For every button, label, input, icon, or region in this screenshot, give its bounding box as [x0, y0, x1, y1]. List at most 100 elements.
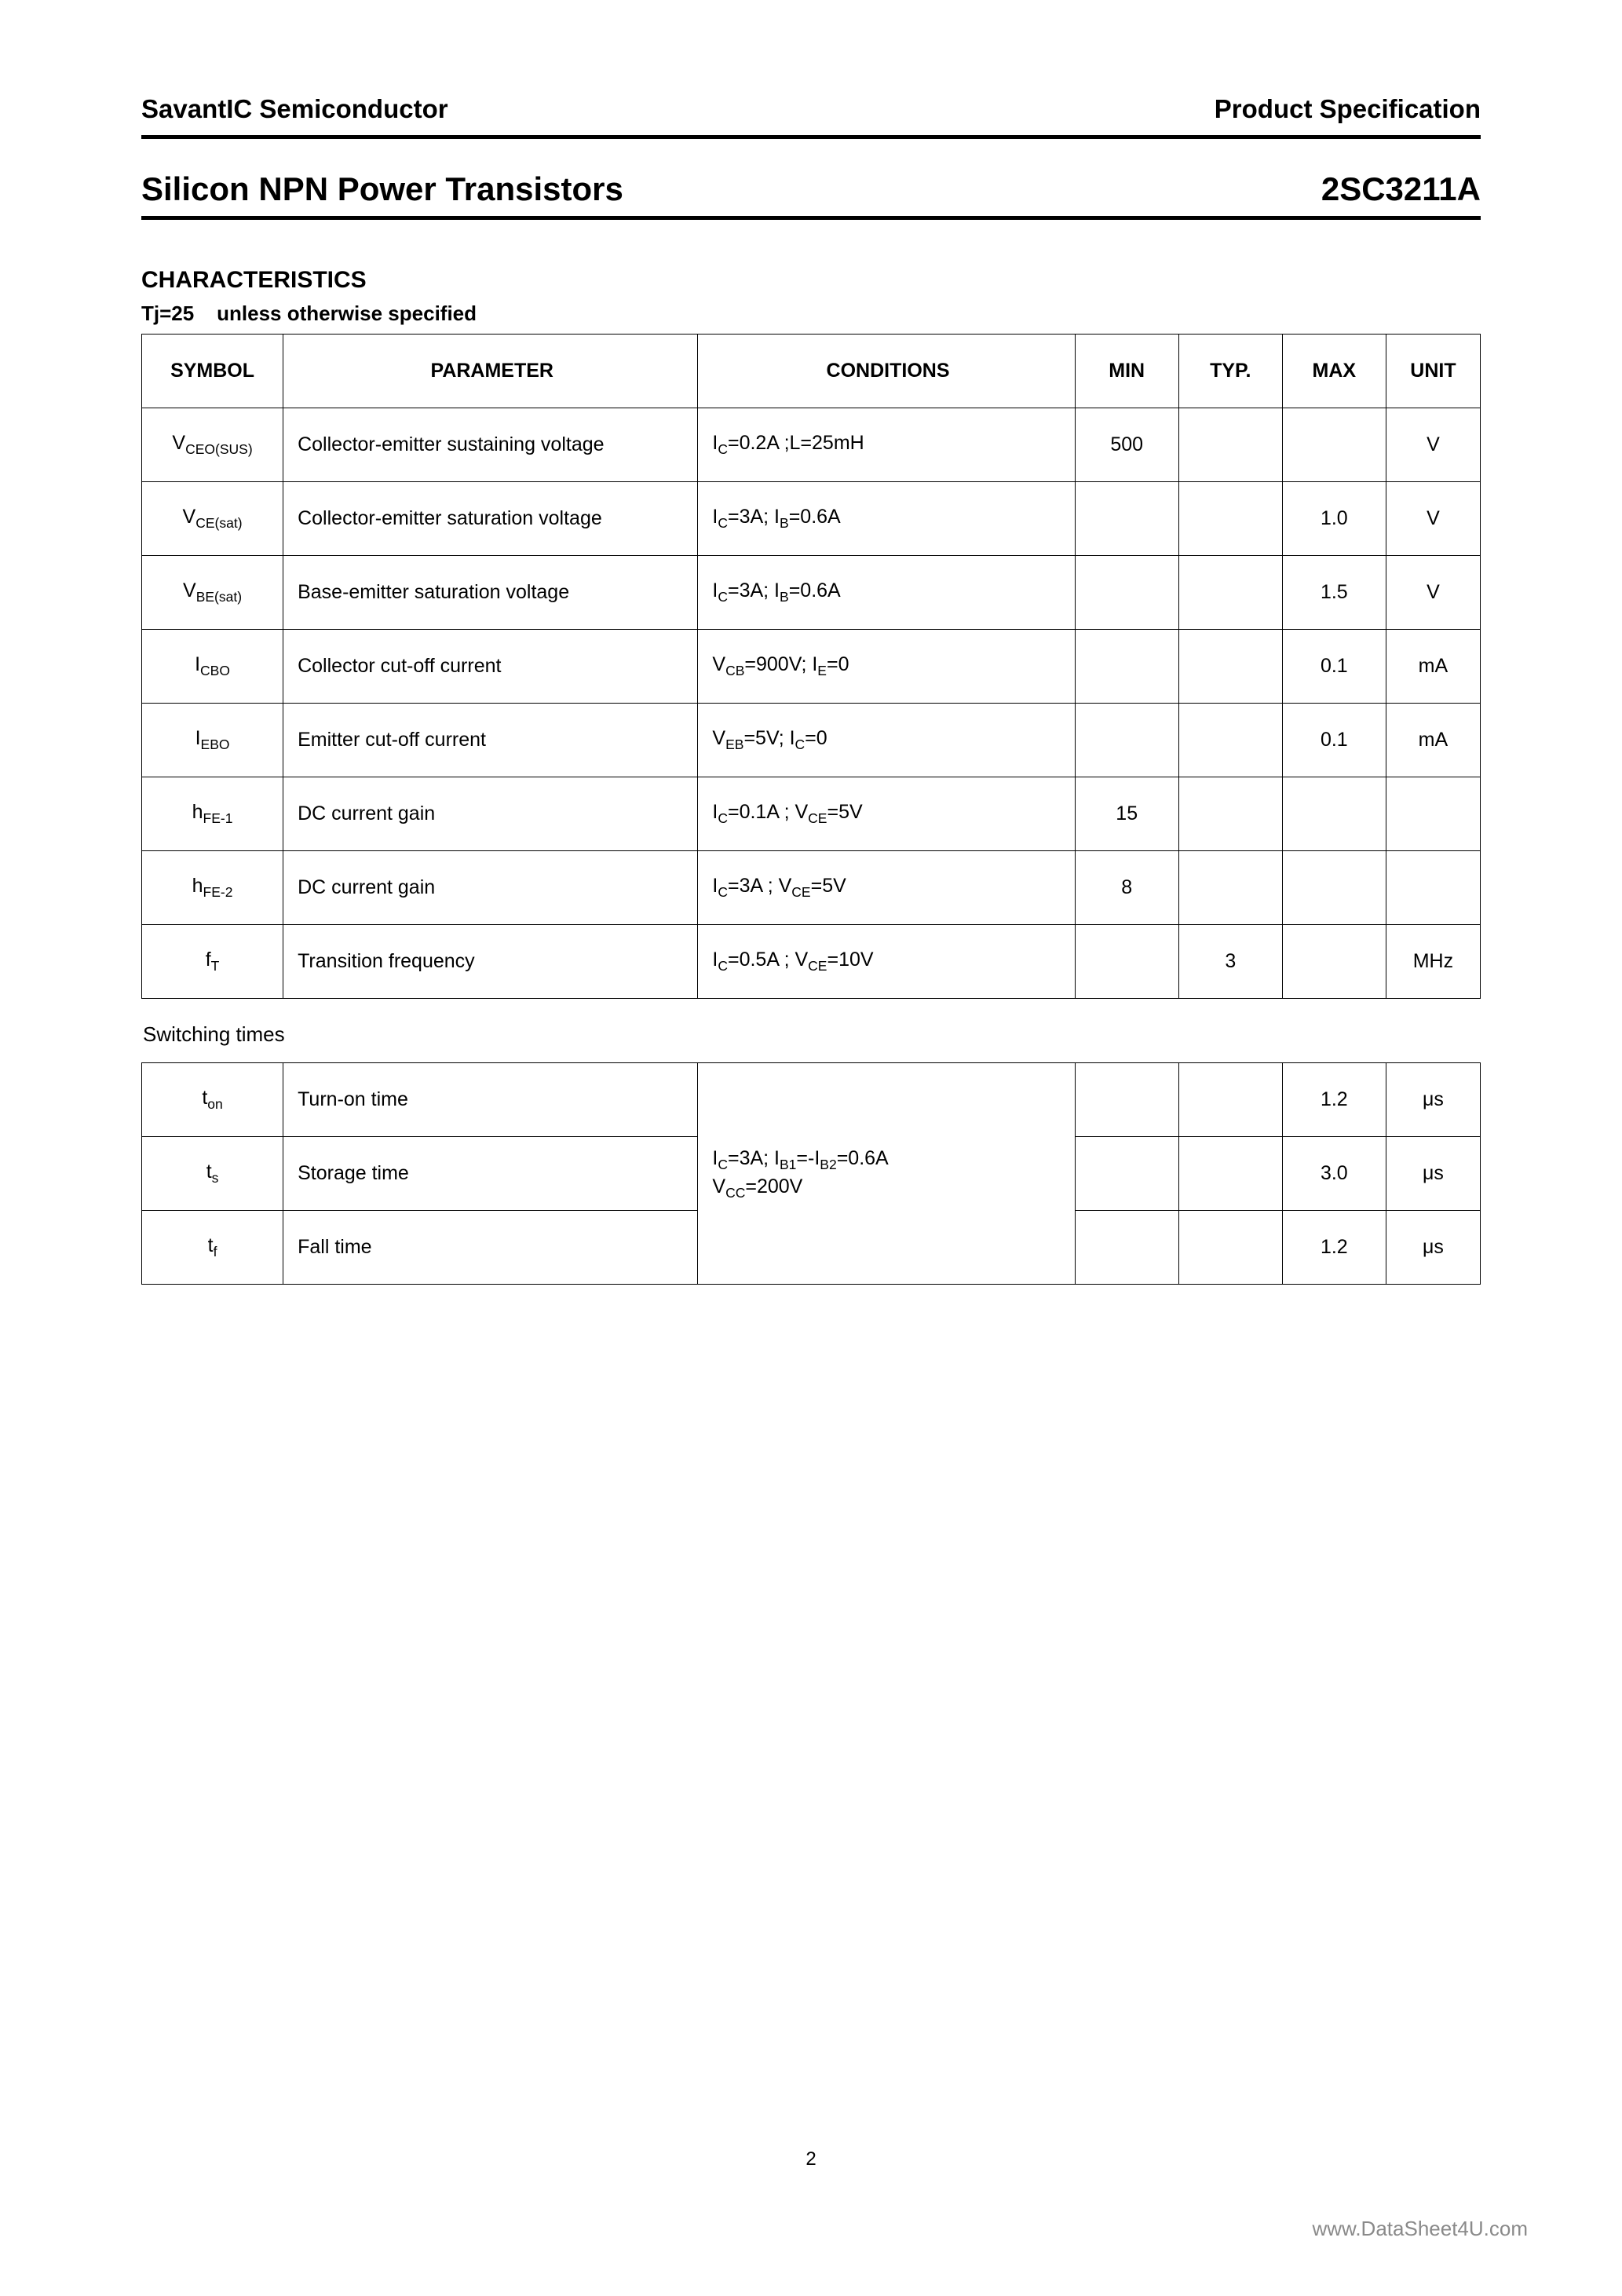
cell-typ: [1178, 704, 1282, 777]
cell-unit: V: [1386, 482, 1480, 556]
th-min: MIN: [1075, 335, 1178, 408]
cell-parameter: Collector-emitter saturation voltage: [283, 482, 698, 556]
footer-link: www.DataSheet4U.com: [1312, 2217, 1528, 2241]
page-header: SavantIC Semiconductor Product Specifica…: [141, 94, 1481, 139]
cell-symbol: ts: [142, 1137, 283, 1211]
table-row: IEBOEmitter cut-off currentVEB=5V; IC=0 0…: [142, 704, 1481, 777]
cell-min: [1075, 1063, 1178, 1137]
cell-typ: [1178, 1063, 1282, 1137]
cell-typ: [1178, 777, 1282, 851]
doc-type: Product Specification: [1215, 94, 1481, 124]
cell-conditions: VCB=900V; IE=0: [698, 630, 1075, 704]
cell-typ: [1178, 630, 1282, 704]
cell-unit: [1386, 851, 1480, 925]
cell-conditions-merged: IC=3A; IB1=-IB2=0.6AVCC=200V: [698, 1063, 1075, 1285]
cell-parameter: Turn-on time: [283, 1063, 698, 1137]
cell-parameter: Transition frequency: [283, 925, 698, 999]
cell-parameter: Base-emitter saturation voltage: [283, 556, 698, 630]
cell-typ: [1178, 482, 1282, 556]
cell-max: 1.0: [1282, 482, 1386, 556]
cell-max: 1.2: [1282, 1211, 1386, 1285]
cell-min: [1075, 925, 1178, 999]
part-number: 2SC3211A: [1321, 170, 1481, 208]
cell-parameter: DC current gain: [283, 777, 698, 851]
cell-symbol: ICBO: [142, 630, 283, 704]
cell-parameter: DC current gain: [283, 851, 698, 925]
cell-symbol: fT: [142, 925, 283, 999]
cell-min: [1075, 1137, 1178, 1211]
cell-min: [1075, 704, 1178, 777]
table-row: hFE-1DC current gainIC=0.1A ; VCE=5V15: [142, 777, 1481, 851]
cell-max: [1282, 925, 1386, 999]
title-underline: [141, 216, 1481, 220]
cell-unit: MHz: [1386, 925, 1480, 999]
cell-max: [1282, 851, 1386, 925]
switching-times-table: tonTurn-on timeIC=3A; IB1=-IB2=0.6AVCC=2…: [141, 1062, 1481, 1285]
th-symbol: SYMBOL: [142, 335, 283, 408]
table-row: fTTransition frequencyIC=0.5A ; VCE=10V 3…: [142, 925, 1481, 999]
characteristics-table: SYMBOL PARAMETER CONDITIONS MIN TYP. MAX…: [141, 334, 1481, 999]
cell-symbol: ton: [142, 1063, 283, 1137]
cell-min: [1075, 630, 1178, 704]
cell-symbol: VBE(sat): [142, 556, 283, 630]
cell-symbol: VCE(sat): [142, 482, 283, 556]
cell-typ: [1178, 556, 1282, 630]
cell-conditions: IC=0.5A ; VCE=10V: [698, 925, 1075, 999]
cell-conditions: IC=0.2A ;L=25mH: [698, 408, 1075, 482]
cell-symbol: IEBO: [142, 704, 283, 777]
cell-parameter: Collector cut-off current: [283, 630, 698, 704]
cell-conditions: IC=3A; IB=0.6A: [698, 482, 1075, 556]
cell-max: 0.1: [1282, 630, 1386, 704]
cell-min: [1075, 1211, 1178, 1285]
th-conditions: CONDITIONS: [698, 335, 1075, 408]
cell-unit: V: [1386, 556, 1480, 630]
cell-unit: μs: [1386, 1063, 1480, 1137]
section-subheading: Tj=25 unless otherwise specified: [141, 302, 1481, 326]
th-max: MAX: [1282, 335, 1386, 408]
cell-min: 500: [1075, 408, 1178, 482]
cell-min: 15: [1075, 777, 1178, 851]
cell-conditions: VEB=5V; IC=0: [698, 704, 1075, 777]
subheading-prefix: Tj=25: [141, 302, 194, 325]
cell-symbol: hFE-1: [142, 777, 283, 851]
cell-min: 8: [1075, 851, 1178, 925]
page-number: 2: [806, 2148, 816, 2170]
cell-unit: mA: [1386, 630, 1480, 704]
cell-typ: [1178, 408, 1282, 482]
cell-conditions: IC=0.1A ; VCE=5V: [698, 777, 1075, 851]
title-row: Silicon NPN Power Transistors 2SC3211A: [141, 170, 1481, 208]
cell-symbol: hFE-2: [142, 851, 283, 925]
cell-unit: μs: [1386, 1137, 1480, 1211]
subheading-rest: unless otherwise specified: [217, 302, 477, 325]
cell-typ: [1178, 851, 1282, 925]
cell-typ: [1178, 1211, 1282, 1285]
table-row: VCEO(SUS)Collector-emitter sustaining vo…: [142, 408, 1481, 482]
cell-symbol: tf: [142, 1211, 283, 1285]
table-row: hFE-2DC current gainIC=3A ; VCE=5V8: [142, 851, 1481, 925]
table-row: tonTurn-on timeIC=3A; IB1=-IB2=0.6AVCC=2…: [142, 1063, 1481, 1137]
cell-parameter: Storage time: [283, 1137, 698, 1211]
cell-parameter: Emitter cut-off current: [283, 704, 698, 777]
th-typ: TYP.: [1178, 335, 1282, 408]
cell-max: 0.1: [1282, 704, 1386, 777]
cell-typ: 3: [1178, 925, 1282, 999]
cell-max: 1.2: [1282, 1063, 1386, 1137]
table-row: VBE(sat)Base-emitter saturation voltageI…: [142, 556, 1481, 630]
cell-typ: [1178, 1137, 1282, 1211]
cell-max: 3.0: [1282, 1137, 1386, 1211]
table-row: VCE(sat)Collector-emitter saturation vol…: [142, 482, 1481, 556]
cell-conditions: IC=3A; IB=0.6A: [698, 556, 1075, 630]
cell-max: 1.5: [1282, 556, 1386, 630]
cell-unit: [1386, 777, 1480, 851]
cell-unit: mA: [1386, 704, 1480, 777]
cell-max: [1282, 408, 1386, 482]
table-row: ICBOCollector cut-off currentVCB=900V; I…: [142, 630, 1481, 704]
cell-max: [1282, 777, 1386, 851]
cell-unit: V: [1386, 408, 1480, 482]
cell-symbol: VCEO(SUS): [142, 408, 283, 482]
cell-parameter: Fall time: [283, 1211, 698, 1285]
company-name: SavantIC Semiconductor: [141, 94, 448, 124]
th-unit: UNIT: [1386, 335, 1480, 408]
cell-parameter: Collector-emitter sustaining voltage: [283, 408, 698, 482]
cell-unit: μs: [1386, 1211, 1480, 1285]
